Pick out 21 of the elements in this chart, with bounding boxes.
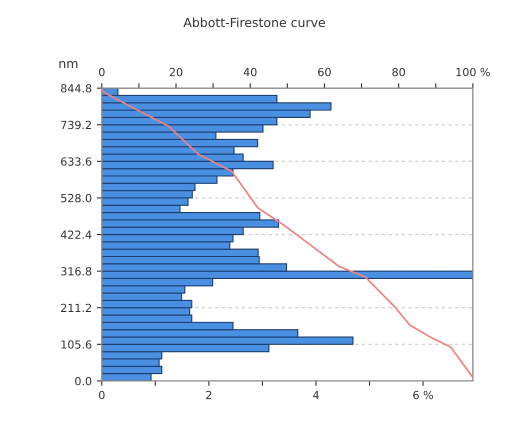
x2-tick-label: 80: [392, 68, 405, 76]
y-tick-label: 633.6: [61, 157, 92, 166]
x-tick-label: 4: [312, 390, 319, 400]
x-tick-label: 6 %: [413, 390, 434, 400]
y-axis-title: nm: [59, 61, 78, 68]
chart-title: Abbott-Firestone curve: [183, 17, 326, 28]
y-tick-label: 0.0: [75, 376, 92, 386]
y-tick-label: 844.8: [61, 84, 92, 93]
x2-tick-label: 60: [318, 68, 331, 76]
y-tick-label: 739.2: [61, 120, 91, 130]
y-tick-label: 105.6: [61, 340, 92, 349]
x2-tick-label: 20: [170, 68, 182, 76]
x2-tick-label: 40: [244, 68, 257, 76]
y-tick-label: 422.4: [60, 230, 92, 239]
y-tick-label: 211.2: [61, 304, 91, 312]
x2-tick-label: 0: [99, 68, 105, 76]
y-tick-label: 316.8: [61, 267, 92, 276]
x-tick-label: 0: [99, 390, 105, 400]
x2-tick-label: 100 %: [456, 68, 490, 76]
y-tick-label: 528.0: [61, 194, 92, 202]
x-tick-label: 2: [206, 390, 212, 400]
